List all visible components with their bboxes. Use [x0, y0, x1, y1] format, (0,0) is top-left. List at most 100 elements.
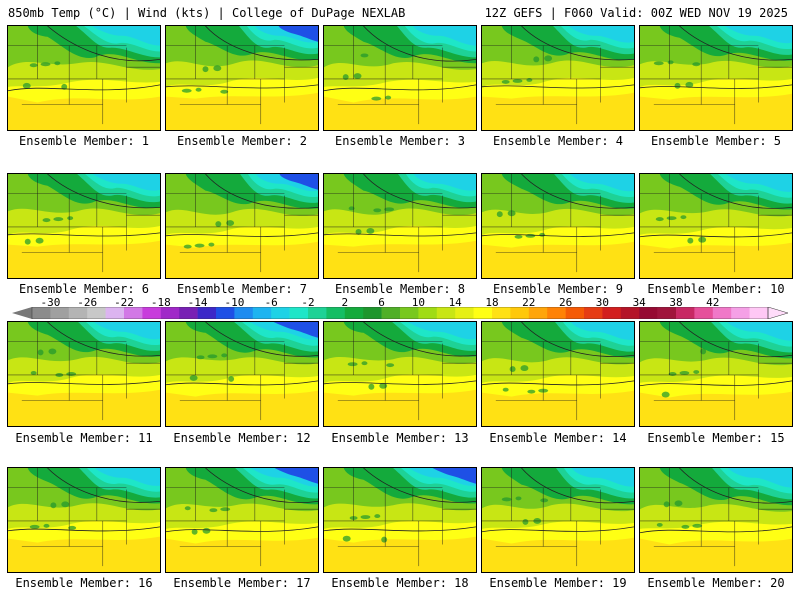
temperature-field-map	[8, 322, 160, 426]
temperature-field-map	[8, 468, 160, 572]
member-caption: Ensemble Member: 19	[489, 576, 627, 590]
member-caption: Ensemble Member: 13	[331, 431, 469, 445]
temperature-field-map	[640, 468, 792, 572]
member-caption: Ensemble Member: 17	[173, 576, 311, 590]
temperature-field-map	[324, 26, 476, 130]
temperature-field-map	[482, 26, 634, 130]
ensemble-member-map	[7, 321, 161, 427]
ensemble-member-map	[165, 467, 319, 573]
member-caption: Ensemble Member: 6	[18, 282, 150, 296]
colorbar-segment	[124, 307, 143, 319]
ensemble-member-map	[481, 467, 635, 573]
colorbar-tick: -18	[150, 296, 171, 309]
member-caption: Ensemble Member: 14	[489, 431, 627, 445]
colorbar-tick: 30	[595, 296, 610, 309]
temperature-field-map	[166, 468, 318, 572]
colorbar-segment	[731, 307, 750, 319]
member-caption: Ensemble Member: 1	[18, 134, 150, 148]
colorbar-tick: -26	[77, 296, 98, 309]
colorbar-segment	[216, 307, 235, 319]
member-caption: Ensemble Member: 9	[492, 282, 624, 296]
colorbar-tick: -6	[264, 296, 278, 309]
temperature-field-map	[640, 322, 792, 426]
colorbar-tick: -10	[224, 296, 245, 309]
ensemble-member-map	[7, 25, 161, 131]
member-caption: Ensemble Member: 2	[176, 134, 308, 148]
colorbar-tick: -22	[114, 296, 134, 309]
colorbar-segment	[197, 307, 217, 319]
colorbar-segment	[436, 307, 456, 319]
colorbar-segment	[528, 307, 548, 319]
colorbar-tick: 6	[378, 296, 385, 309]
colorbar-segment	[657, 307, 677, 319]
member-caption: Ensemble Member: 16	[15, 576, 153, 590]
ensemble-member-map	[323, 467, 477, 573]
colorbar-segment	[547, 307, 566, 319]
colorbar-segment	[271, 307, 290, 319]
member-caption: Ensemble Member: 3	[334, 134, 466, 148]
colorbar-tick: 2	[341, 296, 349, 309]
temperature-field-map	[324, 468, 476, 572]
colorbar-tick: 38	[669, 296, 683, 309]
temperature-colorbar	[12, 307, 788, 319]
colorbar-tick: 34	[632, 296, 646, 309]
temperature-field-map	[640, 26, 792, 130]
colorbar-segment	[584, 307, 603, 319]
ensemble-member-map	[639, 321, 793, 427]
colorbar-segment	[179, 307, 198, 319]
temperature-field-map	[482, 174, 634, 278]
colorbar-segment	[400, 307, 419, 319]
colorbar-tick: 18	[485, 296, 499, 309]
temperature-field-map	[482, 468, 634, 572]
colorbar-tick: -30	[40, 296, 61, 309]
colorbar-segment	[308, 307, 327, 319]
ensemble-member-map	[323, 321, 477, 427]
ensemble-member-map	[481, 173, 635, 279]
ensemble-member-map	[481, 25, 635, 131]
colorbar-segment	[381, 307, 401, 319]
ensemble-member-map	[165, 321, 319, 427]
colorbar-tick: 10	[411, 296, 426, 309]
colorbar-tick: 26	[558, 296, 573, 309]
ensemble-member-map	[639, 173, 793, 279]
colorbar-segment	[363, 307, 382, 319]
ensemble-member-map	[323, 173, 477, 279]
ensemble-member-map	[481, 321, 635, 427]
model-run-info: 12Z GEFS | F060 Valid: 00Z WED NOV 19 20…	[484, 6, 788, 20]
temperature-field-map	[640, 174, 792, 278]
member-caption: Ensemble Member: 5	[650, 134, 782, 148]
colorbar-segment	[620, 307, 640, 319]
member-caption: Ensemble Member: 4	[492, 134, 624, 148]
ensemble-member-map	[323, 25, 477, 131]
colorbar-segment	[160, 307, 180, 319]
colorbar-arrow-high	[767, 307, 788, 319]
colorbar-segment	[344, 307, 364, 319]
colorbar-segment	[565, 307, 585, 319]
colorbar-arrow-low	[12, 307, 32, 319]
colorbar-tick: 14	[448, 296, 462, 309]
temperature-field-map	[8, 174, 160, 278]
colorbar-segment	[455, 307, 474, 319]
temperature-field-map	[8, 26, 160, 130]
member-caption: Ensemble Member: 18	[331, 576, 469, 590]
colorbar-segment	[50, 307, 70, 319]
temperature-field-map	[324, 322, 476, 426]
colorbar-segment	[639, 307, 658, 319]
colorbar-tick: -14	[187, 296, 208, 309]
member-caption: Ensemble Member: 20	[647, 576, 785, 590]
member-caption: Ensemble Member: 11	[15, 431, 153, 445]
colorbar-segment	[234, 307, 254, 319]
colorbar-segment	[252, 307, 272, 319]
ensemble-member-map	[165, 173, 319, 279]
colorbar-segment	[510, 307, 530, 319]
temperature-field-map	[166, 26, 318, 130]
colorbar-tick: -2	[301, 296, 315, 309]
colorbar-segment	[749, 307, 769, 319]
colorbar-segment	[473, 307, 493, 319]
map-title: 850mb Temp (°C) | Wind (kts) | College o…	[8, 6, 406, 20]
member-caption: Ensemble Member: 12	[173, 431, 311, 445]
colorbar-segment	[694, 307, 714, 319]
member-caption: Ensemble Member: 15	[647, 431, 785, 445]
ensemble-member-map	[639, 25, 793, 131]
colorbar-segment	[87, 307, 106, 319]
